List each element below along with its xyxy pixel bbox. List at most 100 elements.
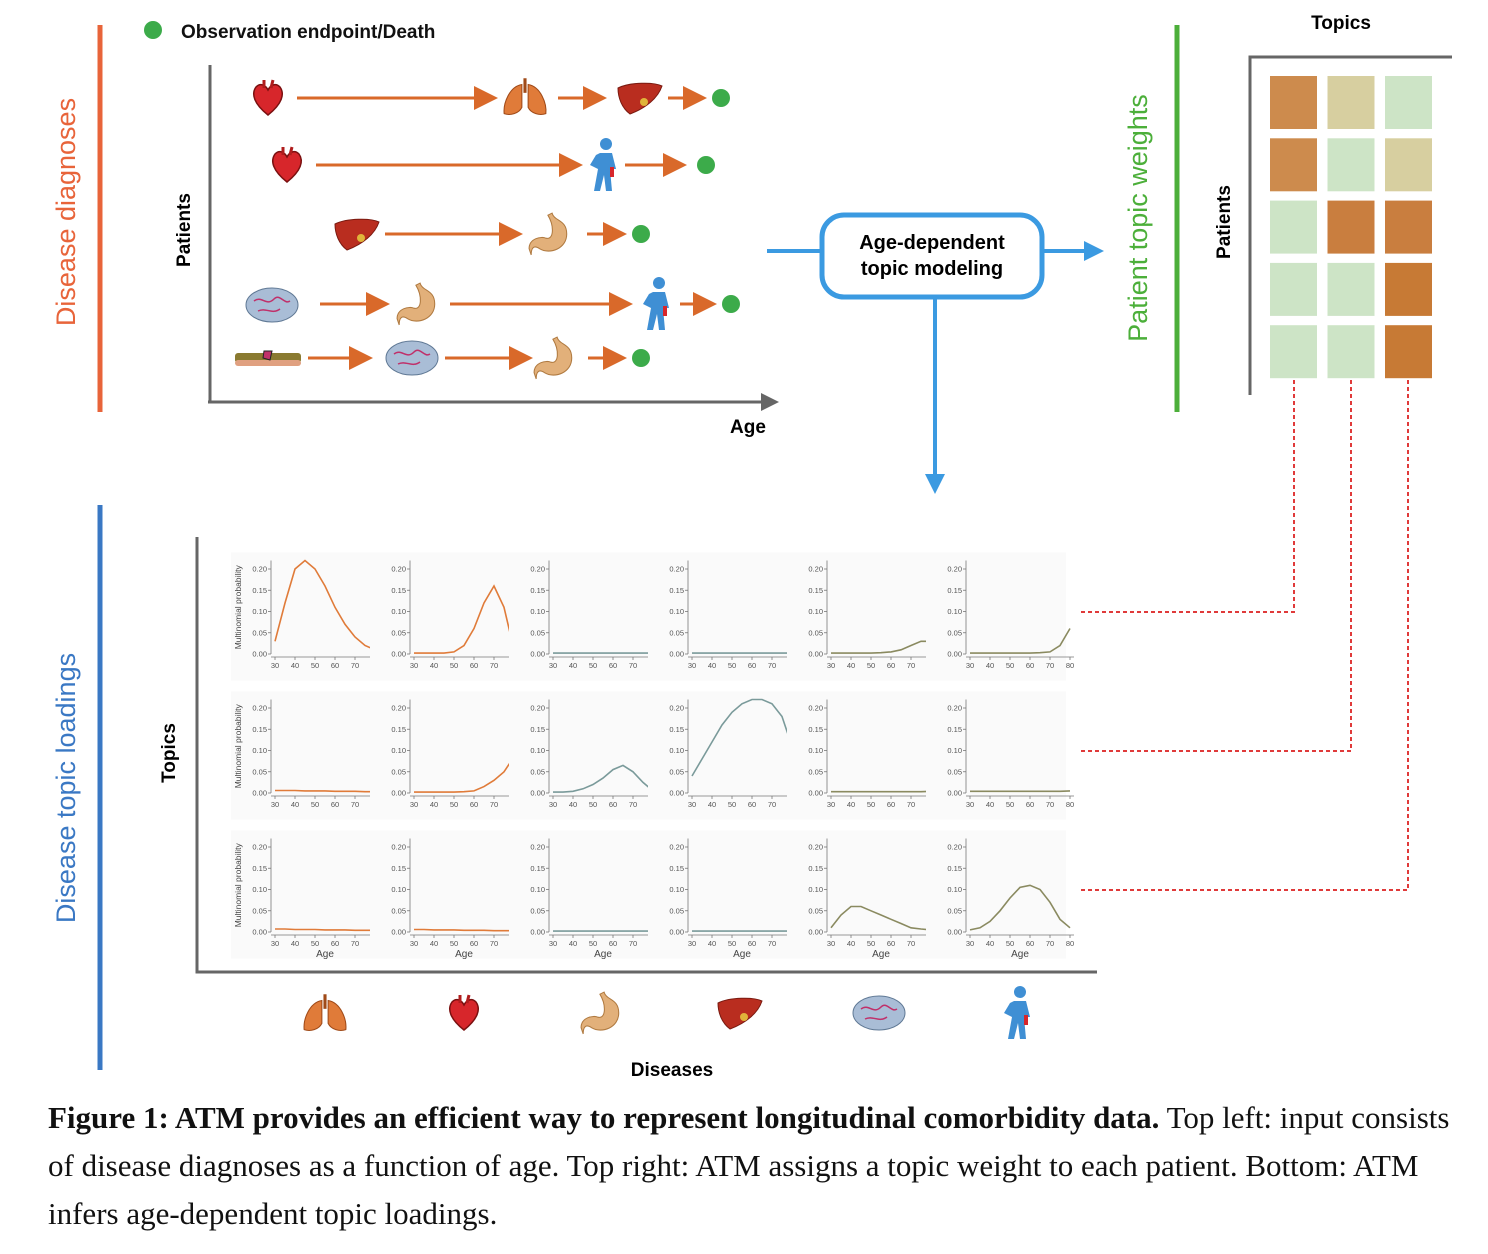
x-tick-label: 60 [1026, 800, 1034, 809]
x-tick-label: 50 [728, 661, 736, 670]
x-tick-label: 50 [728, 800, 736, 809]
x-tick-label: 60 [470, 661, 478, 670]
weights-panel: Patient topic weights Topics Patients [1080, 13, 1452, 891]
x-tick-label: 60 [1026, 939, 1034, 948]
plot-background [509, 552, 649, 681]
x-tick-label: 70 [1046, 661, 1054, 670]
plot-background [509, 691, 649, 820]
y-tick-label: 0.05 [947, 628, 962, 637]
y-tick-label: 0.00 [252, 650, 267, 659]
y-tick-label: 0.00 [808, 789, 823, 798]
plot-background [370, 691, 510, 820]
x-tick-label: 40 [291, 661, 299, 670]
plot-background [648, 691, 788, 820]
y-tick-label: 0.15 [391, 586, 406, 595]
y-tick-label: 0.00 [669, 650, 684, 659]
caption-bold: Figure 1: ATM provides an efficient way … [48, 1100, 1160, 1135]
plot-background [926, 691, 1066, 820]
y-tick-label: 0.10 [808, 607, 823, 616]
y-tick-label: 0.10 [947, 746, 962, 755]
x-tick-label: 30 [966, 661, 974, 670]
x-tick-label: 30 [688, 939, 696, 948]
x-tick-label: 50 [450, 661, 458, 670]
x-tick-label: 70 [907, 661, 915, 670]
series-line [414, 756, 515, 793]
y-tick-label: 0.05 [252, 906, 267, 915]
y-tick-label: 0.05 [808, 767, 823, 776]
y-tick-label: 0.15 [669, 864, 684, 873]
y-tick-label: 0.05 [530, 906, 545, 915]
plot-background [787, 830, 927, 959]
y-tick-label: 0.10 [669, 607, 684, 616]
y-tick-label: 0.15 [391, 725, 406, 734]
x-tick-label: 40 [708, 939, 716, 948]
x-axis-title: Age [1011, 949, 1029, 960]
y-tick-label: 0.05 [947, 906, 962, 915]
y-tick-label: 0.00 [808, 650, 823, 659]
mini-chart: 0.000.050.100.150.20304050607080Multinom… [231, 830, 379, 960]
x-tick-label: 40 [291, 939, 299, 948]
y-tick-label: 0.10 [391, 746, 406, 755]
heatmap-cell [1327, 76, 1375, 129]
x-tick-label: 70 [490, 800, 498, 809]
plot-background [370, 552, 510, 681]
x-axis-title: Age [872, 949, 890, 960]
axis-title: Diseases [631, 1060, 713, 1081]
x-tick-label: 60 [331, 939, 339, 948]
x-tick-label: 40 [708, 661, 716, 670]
x-tick-label: 70 [351, 939, 359, 948]
x-axis-title: Age [733, 949, 751, 960]
x-tick-label: 50 [311, 800, 319, 809]
y-tick-label: 0.10 [530, 607, 545, 616]
x-tick-label: 30 [549, 661, 557, 670]
x-tick-label: 70 [907, 800, 915, 809]
x-tick-label: 40 [847, 800, 855, 809]
y-tick-label: 0.10 [808, 885, 823, 894]
axis-title: Topics [1311, 13, 1371, 34]
x-tick-label: 50 [867, 661, 875, 670]
x-tick-label: 60 [609, 939, 617, 948]
x-tick-label: 70 [768, 661, 776, 670]
y-tick-label: 0.05 [669, 767, 684, 776]
plot-background [648, 552, 788, 681]
x-tick-label: 50 [728, 939, 736, 948]
y-tick-label: 0.10 [252, 607, 267, 616]
x-tick-label: 40 [986, 800, 994, 809]
y-tick-label: 0.00 [808, 928, 823, 937]
y-tick-label: 0.15 [669, 586, 684, 595]
heatmap-cell [1270, 138, 1317, 192]
x-tick-label: 50 [1006, 661, 1014, 670]
legend-marker [144, 21, 162, 39]
x-tick-label: 60 [748, 800, 756, 809]
y-tick-label: 0.00 [669, 928, 684, 937]
y-tick-label: 0.15 [530, 725, 545, 734]
x-tick-label: 30 [827, 661, 835, 670]
x-tick-label: 40 [847, 661, 855, 670]
y-tick-label: 0.05 [391, 628, 406, 637]
y-tick-label: 0.20 [391, 704, 406, 713]
y-tick-label: 0.00 [391, 650, 406, 659]
x-tick-label: 50 [1006, 800, 1014, 809]
y-tick-label: 0.20 [947, 843, 962, 852]
x-tick-label: 60 [470, 939, 478, 948]
y-tick-label: 0.05 [252, 767, 267, 776]
y-tick-label: 0.20 [808, 565, 823, 574]
x-tick-label: 50 [311, 661, 319, 670]
y-tick-label: 0.05 [808, 906, 823, 915]
model-box-label: Age-dependent [859, 232, 1005, 254]
x-axis-title: Age [316, 949, 334, 960]
x-tick-label: 60 [331, 661, 339, 670]
y-tick-label: 0.15 [391, 864, 406, 873]
y-tick-label: 0.20 [669, 843, 684, 852]
y-tick-label: 0.00 [530, 928, 545, 937]
y-tick-label: 0.10 [808, 746, 823, 755]
y-tick-label: 0.15 [252, 586, 267, 595]
y-tick-label: 0.10 [530, 885, 545, 894]
x-tick-label: 30 [966, 800, 974, 809]
